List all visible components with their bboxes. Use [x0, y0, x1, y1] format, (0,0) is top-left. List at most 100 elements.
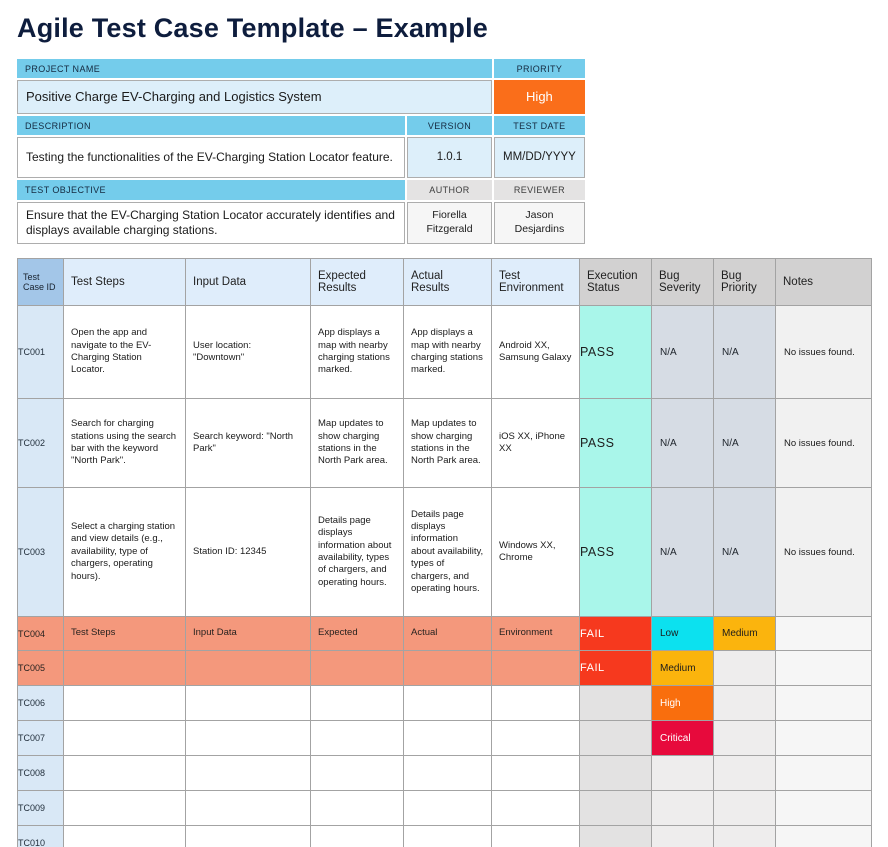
bug-priority-cell[interactable]: Medium: [713, 616, 776, 651]
test-case-id-cell[interactable]: TC001: [17, 305, 64, 399]
input-data-cell[interactable]: [185, 720, 311, 756]
input-data-cell[interactable]: Search keyword: "North Park": [185, 398, 311, 488]
bug-severity-cell[interactable]: Low: [651, 616, 714, 651]
test-steps-cell[interactable]: Search for charging stations using the s…: [63, 398, 186, 488]
bug-priority-cell[interactable]: [713, 825, 776, 847]
test-steps-cell[interactable]: Open the app and navigate to the EV-Char…: [63, 305, 186, 399]
test-case-id-cell[interactable]: TC003: [17, 487, 64, 617]
bug-severity-cell[interactable]: High: [651, 685, 714, 721]
bug-severity-cell[interactable]: N/A: [651, 487, 714, 617]
expected-results-cell[interactable]: Expected: [310, 616, 404, 651]
expected-results-cell[interactable]: Details page displays information about …: [310, 487, 404, 617]
input-data-cell[interactable]: [185, 650, 311, 686]
test-case-id-cell[interactable]: TC006: [17, 685, 64, 721]
actual-results-cell[interactable]: Map updates to show charging stations in…: [403, 398, 492, 488]
input-data-cell[interactable]: Input Data: [185, 616, 311, 651]
test-case-id-cell[interactable]: TC008: [17, 755, 64, 791]
expected-results-cell[interactable]: [310, 685, 404, 721]
bug-severity-cell[interactable]: [651, 790, 714, 826]
actual-results-cell[interactable]: [403, 720, 492, 756]
execution-status-cell[interactable]: [579, 755, 652, 791]
bug-priority-cell[interactable]: [713, 685, 776, 721]
test-steps-cell[interactable]: [63, 685, 186, 721]
notes-cell[interactable]: No issues found.: [775, 398, 872, 488]
actual-results-cell[interactable]: [403, 825, 492, 847]
notes-cell[interactable]: [775, 825, 872, 847]
bug-priority-cell[interactable]: N/A: [713, 305, 776, 399]
test-case-id-cell[interactable]: TC007: [17, 720, 64, 756]
expected-results-cell[interactable]: [310, 720, 404, 756]
test-environment-cell[interactable]: Windows XX, Chrome: [491, 487, 580, 617]
priority-value[interactable]: High: [494, 80, 585, 114]
test-environment-cell[interactable]: iOS XX, iPhone XX: [491, 398, 580, 488]
test-case-id-cell[interactable]: TC009: [17, 790, 64, 826]
actual-results-cell[interactable]: [403, 650, 492, 686]
test-environment-cell[interactable]: [491, 755, 580, 791]
execution-status-cell[interactable]: [579, 720, 652, 756]
bug-severity-cell[interactable]: Medium: [651, 650, 714, 686]
test-steps-cell[interactable]: [63, 825, 186, 847]
actual-results-cell[interactable]: Actual: [403, 616, 492, 651]
execution-status-cell[interactable]: PASS: [579, 305, 652, 399]
bug-severity-cell[interactable]: Critical: [651, 720, 714, 756]
input-data-cell[interactable]: [185, 755, 311, 791]
test-environment-cell[interactable]: [491, 825, 580, 847]
test-environment-cell[interactable]: Environment: [491, 616, 580, 651]
execution-status-cell[interactable]: [579, 685, 652, 721]
bug-priority-cell[interactable]: N/A: [713, 398, 776, 488]
actual-results-cell[interactable]: [403, 790, 492, 826]
expected-results-cell[interactable]: App displays a map with nearby charging …: [310, 305, 404, 399]
expected-results-cell[interactable]: [310, 755, 404, 791]
input-data-cell[interactable]: [185, 825, 311, 847]
expected-results-cell[interactable]: [310, 650, 404, 686]
expected-results-cell[interactable]: [310, 825, 404, 847]
description-value[interactable]: Testing the functionalities of the EV-Ch…: [17, 137, 405, 178]
bug-priority-cell[interactable]: [713, 755, 776, 791]
expected-results-cell[interactable]: Map updates to show charging stations in…: [310, 398, 404, 488]
input-data-cell[interactable]: Station ID: 12345: [185, 487, 311, 617]
actual-results-cell[interactable]: Details page displays information about …: [403, 487, 492, 617]
bug-priority-cell[interactable]: [713, 790, 776, 826]
bug-severity-cell[interactable]: N/A: [651, 305, 714, 399]
reviewer-value[interactable]: Jason Desjardins: [494, 202, 585, 244]
test-steps-cell[interactable]: [63, 650, 186, 686]
execution-status-cell[interactable]: FAIL: [579, 650, 652, 686]
notes-cell[interactable]: No issues found.: [775, 305, 872, 399]
author-value[interactable]: Fiorella Fitzgerald: [407, 202, 492, 244]
test-date-value[interactable]: MM/DD/YYYY: [494, 137, 585, 178]
execution-status-cell[interactable]: PASS: [579, 398, 652, 488]
notes-cell[interactable]: [775, 616, 872, 651]
test-case-id-cell[interactable]: TC002: [17, 398, 64, 488]
test-case-id-cell[interactable]: TC005: [17, 650, 64, 686]
notes-cell[interactable]: [775, 790, 872, 826]
bug-severity-cell[interactable]: N/A: [651, 398, 714, 488]
bug-severity-cell[interactable]: [651, 825, 714, 847]
input-data-cell[interactable]: [185, 790, 311, 826]
test-environment-cell[interactable]: [491, 650, 580, 686]
bug-priority-cell[interactable]: N/A: [713, 487, 776, 617]
test-objective-value[interactable]: Ensure that the EV-Charging Station Loca…: [17, 202, 405, 244]
actual-results-cell[interactable]: [403, 755, 492, 791]
test-steps-cell[interactable]: [63, 720, 186, 756]
version-value[interactable]: 1.0.1: [407, 137, 492, 178]
bug-priority-cell[interactable]: [713, 650, 776, 686]
notes-cell[interactable]: [775, 720, 872, 756]
notes-cell[interactable]: No issues found.: [775, 487, 872, 617]
test-environment-cell[interactable]: [491, 790, 580, 826]
test-case-id-cell[interactable]: TC010: [17, 825, 64, 847]
test-steps-cell[interactable]: [63, 790, 186, 826]
actual-results-cell[interactable]: [403, 685, 492, 721]
project-name-value[interactable]: Positive Charge EV-Charging and Logistic…: [17, 80, 492, 114]
test-environment-cell[interactable]: Android XX, Samsung Galaxy: [491, 305, 580, 399]
execution-status-cell[interactable]: [579, 790, 652, 826]
execution-status-cell[interactable]: FAIL: [579, 616, 652, 651]
notes-cell[interactable]: [775, 650, 872, 686]
actual-results-cell[interactable]: App displays a map with nearby charging …: [403, 305, 492, 399]
test-case-id-cell[interactable]: TC004: [17, 616, 64, 651]
test-steps-cell[interactable]: Test Steps: [63, 616, 186, 651]
expected-results-cell[interactable]: [310, 790, 404, 826]
bug-severity-cell[interactable]: [651, 755, 714, 791]
test-steps-cell[interactable]: [63, 755, 186, 791]
test-steps-cell[interactable]: Select a charging station and view detai…: [63, 487, 186, 617]
execution-status-cell[interactable]: [579, 825, 652, 847]
